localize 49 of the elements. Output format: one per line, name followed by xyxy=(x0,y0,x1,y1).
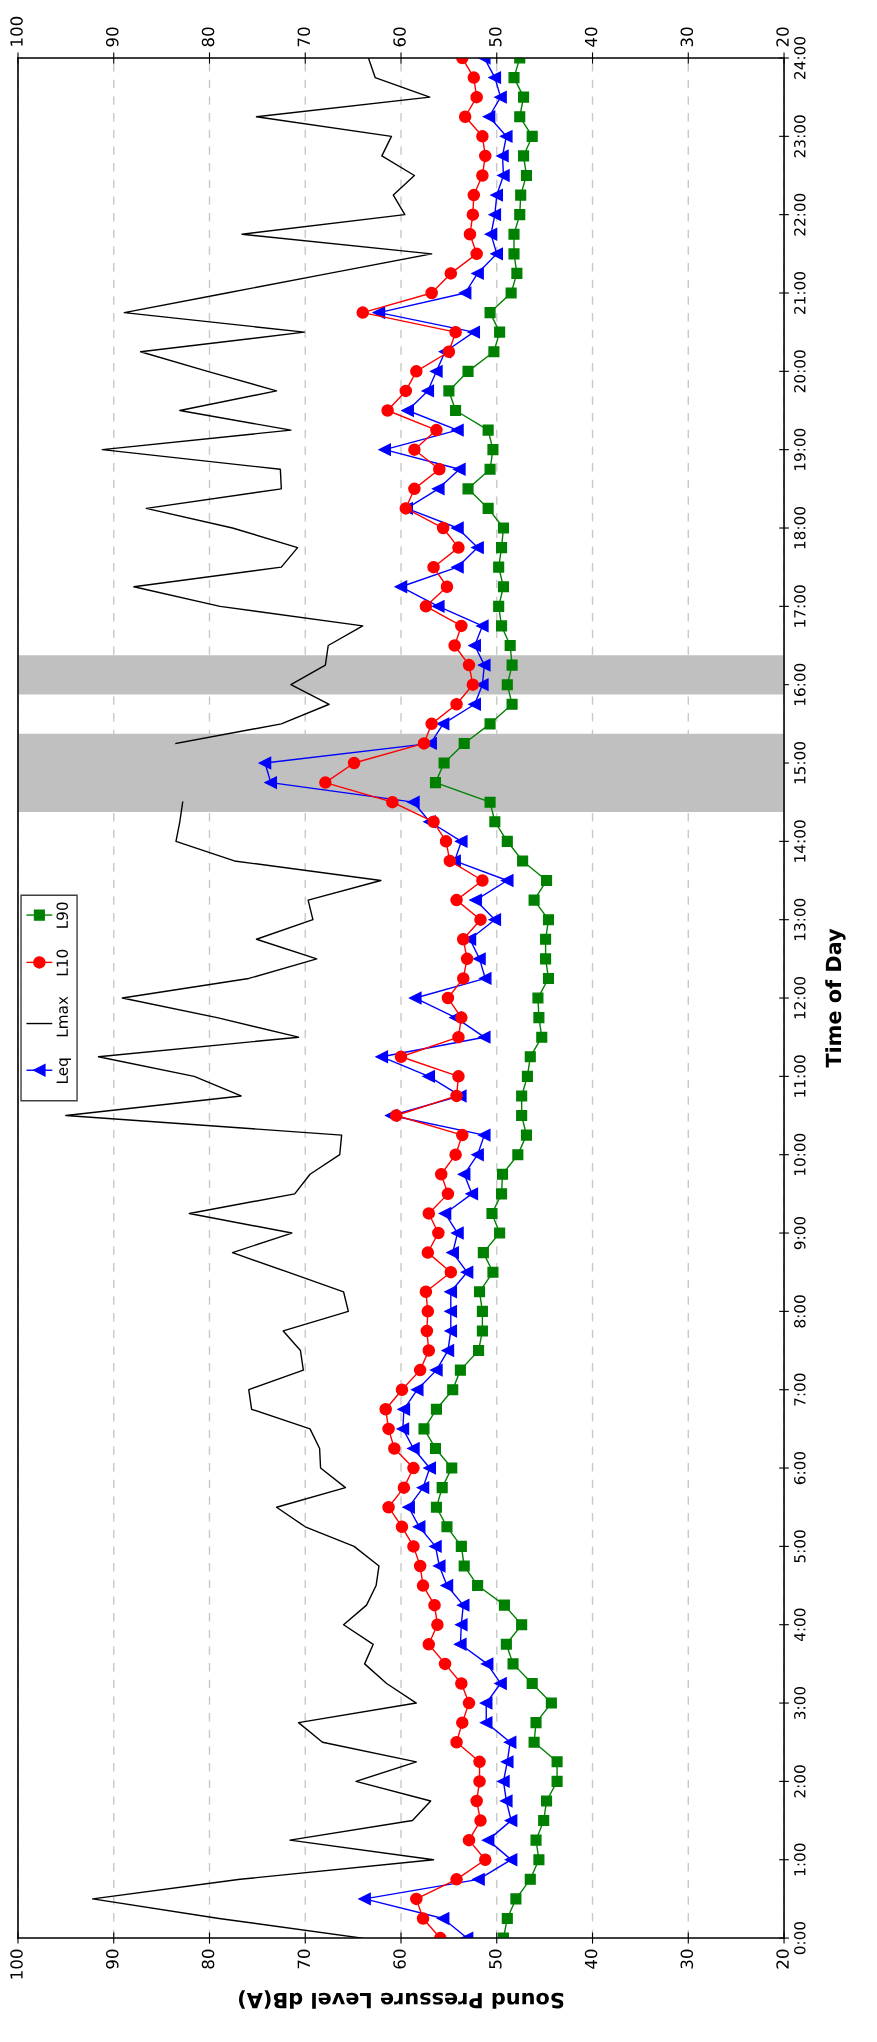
y-tick-label: 1:00 xyxy=(794,1843,806,1876)
y-tick-label: 3:00 xyxy=(794,1686,806,1720)
x2-tick-label: 50 xyxy=(488,1949,502,1969)
y-tick-label: 18:00 xyxy=(794,507,806,549)
y-tick-label: 19:00 xyxy=(794,428,806,471)
x-tick-label: 90 xyxy=(105,27,119,47)
x-tick-label: 80 xyxy=(201,27,215,47)
x-tick-label: 70 xyxy=(297,27,311,47)
x-tick-label: 60 xyxy=(393,27,406,47)
y-tick-label: 13:00 xyxy=(794,898,806,941)
legend-label: Lmax xyxy=(56,996,68,1037)
legend-label: L90 xyxy=(56,902,68,928)
x-tick-label: 100 xyxy=(10,16,23,46)
x2-tick-label: 80 xyxy=(201,1949,215,1969)
y-tick-label: 23:00 xyxy=(794,115,806,158)
x2-tick-label: 90 xyxy=(105,1949,119,1969)
x2-tick-label: 20 xyxy=(776,1949,789,1969)
y-tick-label: 14:00 xyxy=(794,820,806,862)
y-tick-label: 7:00 xyxy=(794,1373,806,1406)
y-axis-title: Time of Day xyxy=(825,928,846,1068)
y-tick-label: 12:00 xyxy=(794,977,806,1019)
x2-tick-label: 70 xyxy=(297,1949,311,1969)
y-tick-label: 2:00 xyxy=(794,1765,806,1798)
x2-tick-label: 100 xyxy=(10,1949,23,1979)
y-tick-label: 22:00 xyxy=(794,193,806,236)
y-tick-label: 8:00 xyxy=(794,1295,806,1328)
x-tick-label: 50 xyxy=(488,27,502,47)
y-tick-label: 6:00 xyxy=(794,1451,806,1485)
x2-tick-label: 60 xyxy=(393,1949,406,1969)
y-tick-label: 11:00 xyxy=(794,1055,806,1097)
y-tick-label: 16:00 xyxy=(794,663,806,706)
y-tick-label: 17:00 xyxy=(794,585,806,627)
y-tick-label: 4:00 xyxy=(794,1608,806,1642)
y-tick-label: 9:00 xyxy=(794,1216,806,1250)
y-tick-label: 20:00 xyxy=(794,350,806,393)
x-tick-label: 40 xyxy=(584,27,598,47)
x-axis-title: Sound Pressure Level dB(A) xyxy=(239,1990,564,2009)
x-tick-label: 20 xyxy=(776,27,789,47)
y-tick-label: 21:00 xyxy=(794,272,806,314)
legend-label: L10 xyxy=(56,949,68,976)
x2-tick-label: 40 xyxy=(584,1949,598,1969)
y-tick-label: 0:00 xyxy=(794,1921,806,1955)
legend-label: Leq xyxy=(56,1058,71,1083)
y-tick-label: 24:00 xyxy=(794,36,806,79)
y-tick-label: 10:00 xyxy=(794,1133,806,1176)
x2-tick-label: 30 xyxy=(680,1949,694,1969)
y-tick-label: 15:00 xyxy=(794,742,806,784)
y-tick-label: 5:00 xyxy=(794,1530,806,1563)
x-tick-label: 30 xyxy=(680,27,694,47)
